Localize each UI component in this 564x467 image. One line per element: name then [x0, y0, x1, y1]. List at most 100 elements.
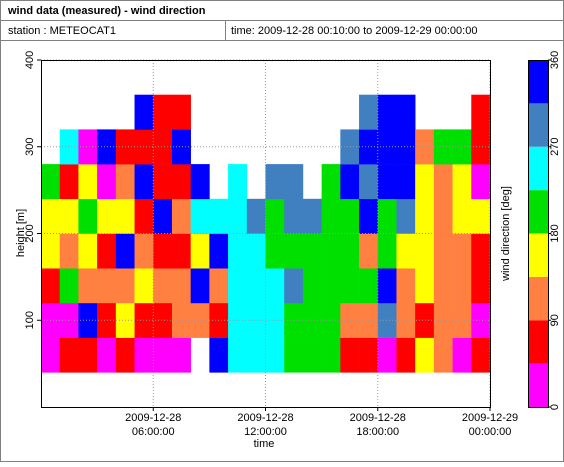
heat-cell: [190, 164, 210, 200]
heat-cell: [115, 337, 135, 373]
y-axis-label: height [m]: [15, 209, 27, 257]
heat-cell: [396, 94, 416, 130]
heat-cell: [452, 302, 472, 338]
heat-cell: [171, 337, 191, 373]
heat-cell: [396, 164, 416, 200]
heat-cell: [41, 233, 61, 269]
heat-cell: [228, 198, 248, 234]
heat-cell: [171, 94, 191, 130]
heat-cell: [209, 337, 229, 373]
x-tick-label: 18:00:00: [356, 426, 399, 438]
heat-cell: [415, 268, 435, 304]
heat-cell: [340, 198, 360, 234]
x-tick-label: 2009-12-28: [237, 412, 293, 424]
heat-cell: [97, 302, 117, 338]
plot-area: 100 200 300 400 2009-12-28 06:00:00 2009-12-28…: [24, 51, 561, 438]
heat-cell: [302, 268, 322, 304]
heat-cell: [59, 164, 79, 200]
heat-cell: [471, 302, 491, 338]
heat-cell: [171, 233, 191, 269]
heat-cell: [359, 94, 379, 130]
heat-cell: [228, 302, 248, 338]
heat-cell: [377, 268, 397, 304]
x-tick-label: 2009-12-28: [350, 412, 406, 424]
x-tick-label: 00:00:00: [469, 426, 512, 438]
colorbar-label: wind direction [deg]: [500, 186, 512, 282]
heat-cell: [415, 129, 435, 165]
colorbar-tick-label: 270: [549, 138, 561, 156]
heat-cell: [153, 164, 173, 200]
heat-cell: [97, 268, 117, 304]
heat-cell: [246, 268, 266, 304]
heat-cell: [59, 129, 79, 165]
heat-cell: [59, 198, 79, 234]
heat-cell: [302, 337, 322, 373]
heat-cell: [377, 233, 397, 269]
heat-cell: [78, 198, 98, 234]
heat-cell: [302, 302, 322, 338]
y-tick-label: 300: [24, 138, 36, 156]
heat-cell: [321, 268, 341, 304]
heat-cell: [97, 164, 117, 200]
heat-cell: [377, 164, 397, 200]
heat-cell: [97, 198, 117, 234]
heat-cell: [59, 302, 79, 338]
heat-cell: [171, 198, 191, 234]
heat-cell: [134, 233, 154, 269]
heat-cell: [321, 302, 341, 338]
heat-cell: [246, 233, 266, 269]
colorbar-band: [528, 363, 548, 407]
plot-border: [41, 60, 491, 408]
heat-cell: [433, 233, 453, 269]
heat-cell: [321, 233, 341, 269]
heat-cell: [433, 268, 453, 304]
heat-cell: [115, 268, 135, 304]
heat-cell: [340, 337, 360, 373]
heat-cell: [171, 129, 191, 165]
heat-cell: [302, 233, 322, 269]
heat-cell: [377, 94, 397, 130]
heat-cell: [153, 94, 173, 130]
heat-cell: [359, 198, 379, 234]
colorbar-band: [528, 276, 548, 321]
heat-cell: [321, 198, 341, 234]
heat-cell: [134, 302, 154, 338]
heat-cell: [340, 129, 360, 165]
heat-cell: [153, 302, 173, 338]
heat-cell: [452, 233, 472, 269]
heat-cell: [153, 129, 173, 165]
heat-cell: [284, 233, 304, 269]
heat-cell: [265, 233, 285, 269]
heat-cell: [209, 233, 229, 269]
y-tick-label: 100: [24, 311, 36, 329]
heat-cell: [228, 233, 248, 269]
heat-cell: [265, 198, 285, 234]
heat-cell: [284, 337, 304, 373]
colorbar-tick-label: 0: [549, 404, 561, 410]
heat-cell: [265, 164, 285, 200]
heat-cell: [471, 164, 491, 200]
heat-cell: [396, 198, 416, 234]
heat-cell: [209, 198, 229, 234]
heat-cell: [340, 233, 360, 269]
heat-cell: [153, 198, 173, 234]
heat-cell: [471, 268, 491, 304]
heat-cell: [377, 302, 397, 338]
heat-cell: [171, 164, 191, 200]
heat-cell: [78, 268, 98, 304]
heat-cell: [171, 302, 191, 338]
heat-cell: [190, 268, 210, 304]
colorbar-tick-label: 180: [549, 224, 561, 242]
colorbar-band: [528, 103, 548, 147]
heat-cell: [190, 233, 210, 269]
station: station : METEOCAT1: [8, 25, 116, 37]
x-tick-label: 06:00:00: [132, 426, 175, 438]
heat-cell: [59, 337, 79, 373]
heat-cell: [433, 337, 453, 373]
heat-cell: [97, 337, 117, 373]
heat-cell: [134, 268, 154, 304]
heat-cell: [209, 268, 229, 304]
heat-cell: [153, 268, 173, 304]
heat-cell: [471, 337, 491, 373]
heat-cell: [78, 233, 98, 269]
